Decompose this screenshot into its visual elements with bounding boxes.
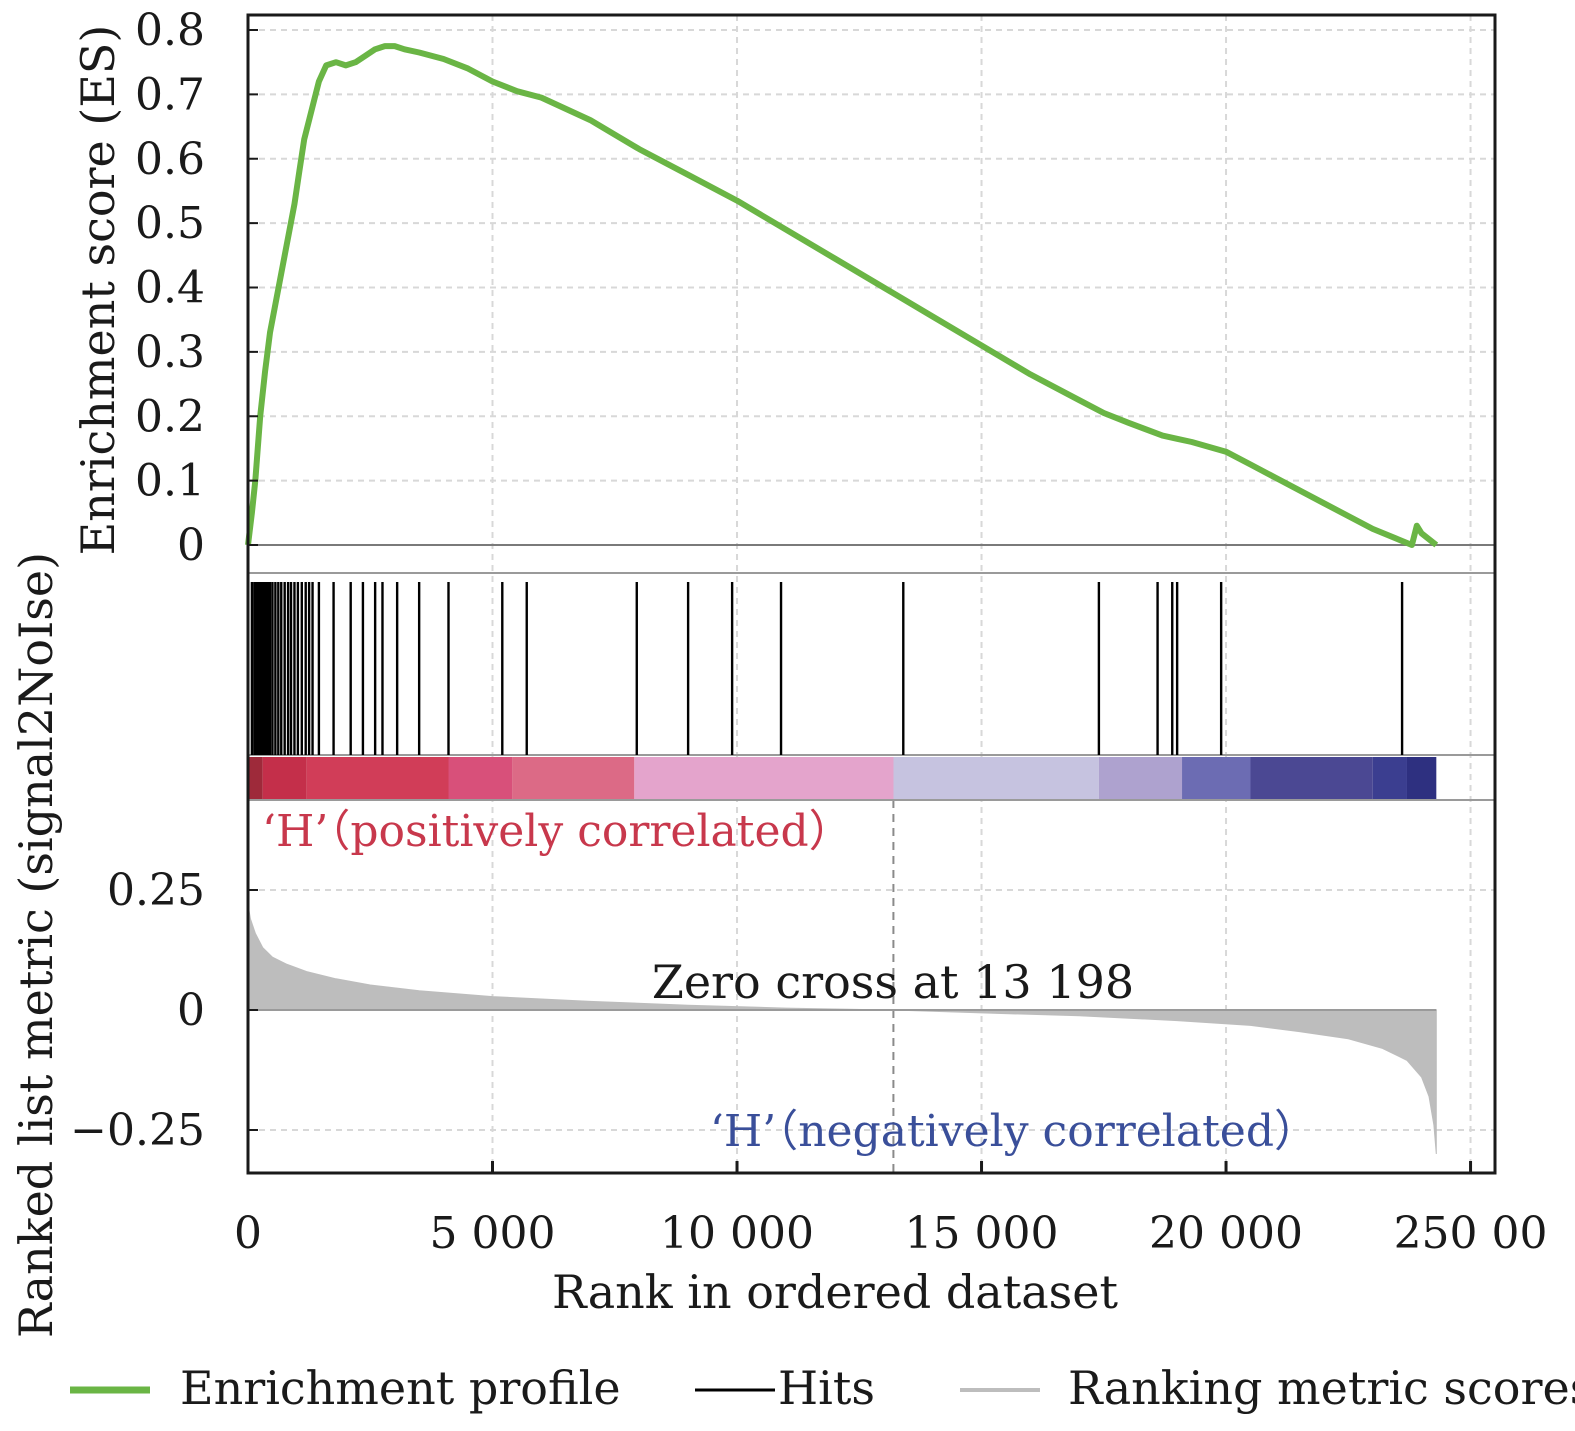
color-bar-segment xyxy=(512,757,635,800)
metric-y-tick-label: 0.25 xyxy=(107,865,205,916)
x-tick-label: 0 xyxy=(234,1208,262,1259)
color-bar-segment xyxy=(248,757,263,800)
legend-label-enrichment-profile: Enrichment profile xyxy=(180,1361,621,1415)
color-bar-segment xyxy=(1372,757,1407,800)
es-panel: 0 0.1 0.2 0.3 0.4 0.5 0.6 0.7 0.8 xyxy=(135,5,1495,574)
color-bar-segment xyxy=(1182,757,1251,800)
x-tick-label: 5 000 xyxy=(430,1208,556,1259)
zero-cross-label: Zero cross at 13 198 xyxy=(652,955,1134,1009)
metric-y-axis-title: Ranked list metric (signal2NoIse) xyxy=(9,552,63,1338)
enrichment-profile-line xyxy=(245,43,1439,548)
legend-label-hits: Hits xyxy=(778,1361,875,1415)
es-y-tick-label: 0.6 xyxy=(135,134,205,185)
x-tick-label: 10 000 xyxy=(660,1208,814,1259)
color-bar-segment xyxy=(306,757,449,800)
metric-panel: 0.25 0 −0.25 xyxy=(70,799,1495,1156)
es-y-axis-title: Enrichment score (ES) xyxy=(71,25,125,556)
legend: Enrichment profile Hits Ranking metric s… xyxy=(70,1361,1575,1415)
metric-y-tick-label: −0.25 xyxy=(70,1105,205,1156)
color-bar-segment xyxy=(1250,757,1373,800)
metric-y-tick-label: 0 xyxy=(177,985,205,1036)
es-y-tick-label: 0.3 xyxy=(135,327,205,378)
color-bar-segment xyxy=(448,757,513,800)
plot-frame xyxy=(246,13,1497,1175)
es-y-tick-label: 0.5 xyxy=(135,198,205,249)
x-tick-label: 15 000 xyxy=(905,1208,1059,1259)
color-bar-segment xyxy=(893,757,1099,800)
plot-border xyxy=(246,13,1497,1175)
grid-lines xyxy=(248,15,1495,1173)
x-axis-title: Rank in ordered dataset xyxy=(552,1265,1118,1319)
x-tick-label: 250 00 xyxy=(1394,1208,1548,1259)
color-bar-segment xyxy=(634,757,894,800)
es-y-tick-label: 0.7 xyxy=(135,69,205,120)
es-y-tick-label: 0.8 xyxy=(135,5,205,56)
hits-panel xyxy=(248,582,1495,756)
correlation-color-bar xyxy=(248,757,1437,800)
es-y-tick-label: 0.4 xyxy=(135,263,205,314)
x-axis: 0 5 000 10 000 15 000 20 000 250 00 xyxy=(234,1161,1548,1259)
negative-correlation-label: ‘H’（negatively correlated） xyxy=(710,1106,1318,1157)
es-y-tick-label: 0.1 xyxy=(135,456,205,507)
color-bar-segment xyxy=(1098,757,1183,800)
es-y-tick-label: 0.2 xyxy=(135,391,205,442)
color-bar-segment xyxy=(1406,757,1437,800)
positive-correlation-label: ‘H’（positively correlated） xyxy=(262,806,853,857)
x-tick-label: 20 000 xyxy=(1149,1208,1303,1259)
color-bar-segment xyxy=(262,757,307,800)
es-y-tick-label: 0 xyxy=(177,520,205,571)
legend-label-ranking-metric: Ranking metric scores xyxy=(1068,1361,1575,1415)
